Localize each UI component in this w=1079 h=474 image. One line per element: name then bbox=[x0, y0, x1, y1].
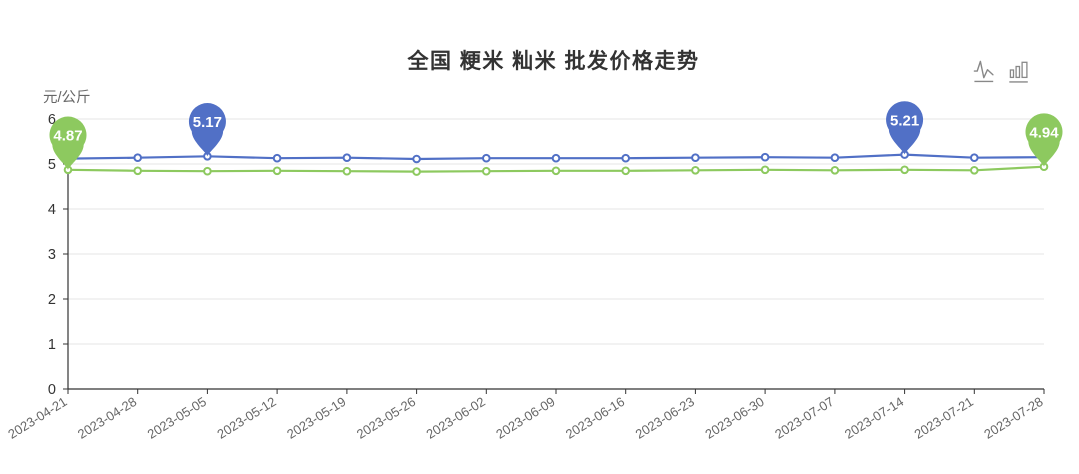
svg-text:5.17: 5.17 bbox=[193, 114, 222, 131]
svg-text:2023-07-28: 2023-07-28 bbox=[981, 394, 1045, 442]
svg-text:2023-06-02: 2023-06-02 bbox=[424, 394, 488, 442]
svg-text:0: 0 bbox=[48, 382, 56, 398]
svg-text:4: 4 bbox=[48, 202, 56, 218]
svg-text:2023-05-12: 2023-05-12 bbox=[214, 394, 278, 442]
svg-text:2023-06-23: 2023-06-23 bbox=[633, 394, 697, 442]
svg-text:2023-07-21: 2023-07-21 bbox=[912, 394, 976, 442]
svg-text:2023-06-09: 2023-06-09 bbox=[493, 394, 557, 442]
svg-text:2023-06-16: 2023-06-16 bbox=[563, 394, 627, 442]
svg-text:4.87: 4.87 bbox=[53, 128, 82, 145]
svg-text:2023-07-07: 2023-07-07 bbox=[772, 394, 836, 442]
svg-text:5.21: 5.21 bbox=[890, 112, 919, 129]
svg-text:1: 1 bbox=[48, 337, 56, 353]
svg-text:2023-04-21: 2023-04-21 bbox=[5, 394, 69, 442]
svg-text:3: 3 bbox=[48, 247, 56, 263]
svg-text:2: 2 bbox=[48, 292, 56, 308]
svg-text:2023-06-30: 2023-06-30 bbox=[702, 394, 766, 442]
svg-text:2023-05-19: 2023-05-19 bbox=[284, 394, 348, 442]
svg-text:2023-07-14: 2023-07-14 bbox=[842, 394, 906, 442]
svg-text:4.94: 4.94 bbox=[1029, 124, 1059, 141]
svg-text:2023-05-26: 2023-05-26 bbox=[354, 394, 418, 442]
svg-text:5: 5 bbox=[48, 157, 56, 173]
svg-text:2023-05-05: 2023-05-05 bbox=[145, 394, 209, 442]
svg-text:2023-04-28: 2023-04-28 bbox=[75, 394, 139, 442]
